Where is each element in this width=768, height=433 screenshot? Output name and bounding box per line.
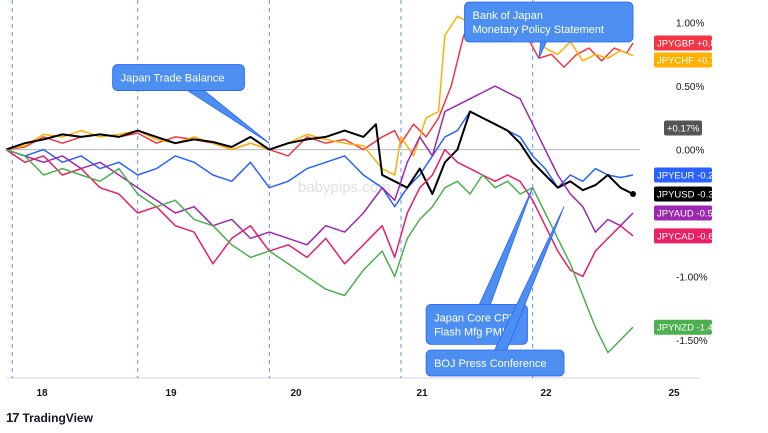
x-tick-label: 25 bbox=[668, 388, 680, 399]
y-tick-label: 0.00% bbox=[676, 146, 704, 157]
tag-label-jpychf: JPYCHF +0.74% bbox=[657, 55, 730, 66]
y-axis: 1.00% 0.50% 0.00% -1.00% -1.50% bbox=[676, 19, 708, 347]
y-tick-label: -1.50% bbox=[676, 336, 708, 347]
series-tags: JPYGBP +0.84% JPYCHF +0.74% +0.17% JPYEUR -… bbox=[654, 35, 730, 335]
tag-jpygbp bbox=[654, 35, 712, 51]
ann-trade-balance-box bbox=[112, 64, 245, 91]
tag-jpyusd bbox=[654, 186, 712, 202]
tag-jpyaud bbox=[654, 205, 712, 221]
annotations: Japan Trade Balance Bank of Japan Monetary… bbox=[112, 1, 634, 377]
x-tick-label: 21 bbox=[416, 388, 428, 399]
tag-label-jpyaud: JPYAUD -0.50% bbox=[657, 209, 727, 220]
series-line-jpynzd bbox=[5, 148, 634, 354]
tag-label-jpygbp: JPYGBP +0.84% bbox=[657, 38, 730, 49]
grid bbox=[6, 149, 700, 379]
y-tick-label: 0.50% bbox=[676, 82, 704, 93]
tag-jpyeur bbox=[654, 167, 712, 183]
tag-current bbox=[664, 120, 702, 136]
ann-boj-statement-text: Bank of Japan bbox=[473, 10, 543, 22]
tag-jpychf bbox=[654, 52, 712, 68]
ann-core-cpi-text: Japan Core CPI bbox=[434, 312, 512, 324]
tag-label-current: +0.17% bbox=[667, 124, 700, 135]
ann-trade-balance-text: Japan Trade Balance bbox=[121, 73, 225, 85]
x-tick-label: 19 bbox=[165, 388, 177, 399]
y-tick-label: 1.00% bbox=[676, 19, 704, 30]
tag-label-jpyusd: JPYUSD -0.35% bbox=[657, 190, 728, 201]
series-line-jpygbp bbox=[5, 21, 634, 157]
tag-label-jpyeur: JPYEUR -0.20% bbox=[657, 170, 728, 181]
series-lines bbox=[5, 15, 636, 354]
x-tick-label: 18 bbox=[36, 388, 48, 399]
series-line-jpyaud bbox=[5, 85, 634, 246]
ann-boj-statement-box bbox=[464, 1, 634, 43]
series-line-jpycad bbox=[5, 148, 634, 278]
tag-jpynzd bbox=[654, 319, 712, 335]
watermark: babypips.com bbox=[298, 179, 391, 196]
tradingview-logo-icon: 17 bbox=[6, 410, 20, 425]
tradingview-brand[interactable]: 17 TradingView bbox=[6, 410, 93, 425]
x-tick-label: 20 bbox=[290, 388, 302, 399]
tag-label-jpynzd: JPYNZD -1.40% bbox=[657, 323, 727, 334]
brand-name: TradingView bbox=[22, 410, 93, 425]
x-axis: 18 19 20 21 22 25 bbox=[36, 388, 680, 399]
ann-boj-statement-text: Monetary Policy Statement bbox=[473, 24, 604, 36]
ann-boj-press-text: BOJ Press Conference bbox=[434, 358, 546, 370]
series-line-jpyusd bbox=[5, 110, 634, 195]
ann-boj-press-box bbox=[425, 349, 565, 377]
tag-label-jpycad: JPYCAD -0.68% bbox=[657, 231, 728, 242]
y-tick-label: -1.00% bbox=[676, 272, 708, 283]
x-tick-label: 22 bbox=[540, 388, 552, 399]
jpyusd-end-dot bbox=[630, 191, 636, 197]
ann-core-cpi-text: Flash Mfg PMI bbox=[434, 326, 505, 338]
tag-jpycad bbox=[654, 228, 712, 244]
event-lines bbox=[11, 0, 534, 378]
